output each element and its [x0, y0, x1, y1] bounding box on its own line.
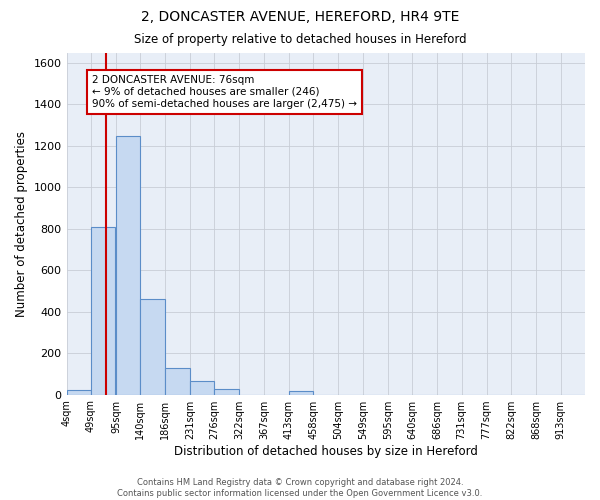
Bar: [289, 392, 313, 394]
Bar: [214, 390, 239, 394]
Text: Size of property relative to detached houses in Hereford: Size of property relative to detached ho…: [134, 32, 466, 46]
Y-axis label: Number of detached properties: Number of detached properties: [15, 130, 28, 316]
X-axis label: Distribution of detached houses by size in Hereford: Distribution of detached houses by size …: [174, 444, 478, 458]
Text: 2, DONCASTER AVENUE, HEREFORD, HR4 9TE: 2, DONCASTER AVENUE, HEREFORD, HR4 9TE: [141, 10, 459, 24]
Bar: [140, 299, 165, 394]
Text: Contains HM Land Registry data © Crown copyright and database right 2024.
Contai: Contains HM Land Registry data © Crown c…: [118, 478, 482, 498]
Bar: [166, 368, 190, 394]
Bar: [67, 390, 91, 394]
Bar: [116, 136, 140, 394]
Bar: [91, 226, 115, 394]
Text: 2 DONCASTER AVENUE: 76sqm
← 9% of detached houses are smaller (246)
90% of semi-: 2 DONCASTER AVENUE: 76sqm ← 9% of detach…: [92, 76, 357, 108]
Bar: [190, 381, 214, 394]
